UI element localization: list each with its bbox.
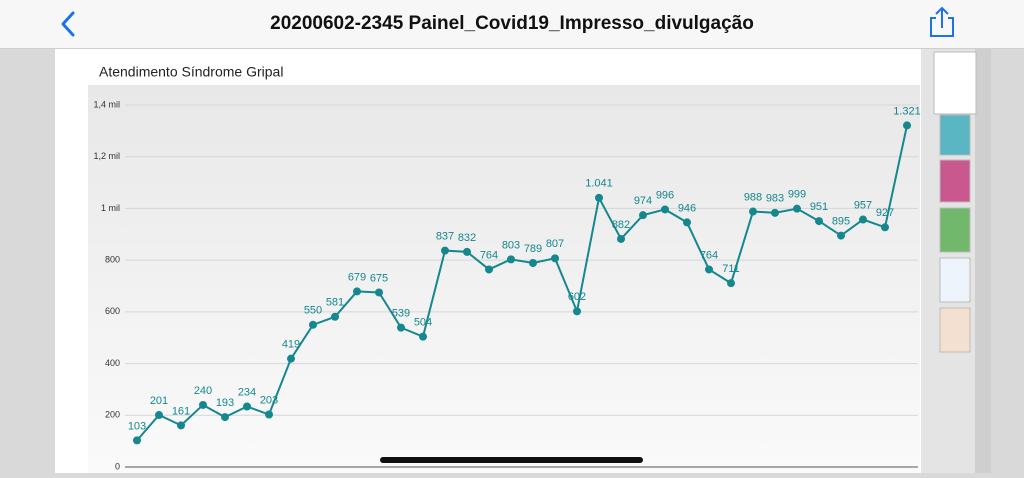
data-point: [683, 218, 691, 227]
data-label: 539: [392, 308, 410, 320]
data-point: [309, 320, 317, 329]
plot-area: [88, 85, 920, 473]
sidebar-scroll: [975, 49, 991, 473]
data-point: [903, 121, 911, 130]
data-label: 946: [678, 202, 696, 214]
data-point: [265, 410, 273, 419]
y-tick-label: 600: [105, 306, 120, 316]
data-label: 882: [612, 219, 630, 231]
data-point: [243, 402, 251, 411]
data-point: [793, 204, 801, 213]
data-label: 581: [326, 297, 344, 309]
data-label: 203: [260, 394, 278, 406]
data-label: 764: [700, 249, 718, 261]
data-point: [441, 246, 449, 255]
data-point: [551, 254, 559, 263]
data-point: [837, 231, 845, 240]
data-label: 803: [502, 239, 520, 251]
data-label: 837: [436, 230, 454, 242]
data-point: [749, 207, 757, 216]
home-indicator: [380, 457, 643, 463]
data-point: [573, 307, 581, 316]
data-label: 807: [546, 238, 564, 250]
data-point: [287, 354, 295, 363]
share-button[interactable]: [930, 6, 954, 37]
back-button[interactable]: [61, 11, 75, 37]
data-label: 927: [876, 207, 894, 219]
data-label: 1.321: [893, 105, 921, 117]
chart: 0 200 400 600 800 1 mil 1,2 mil 1,4 mil 103 201 16…: [93, 99, 920, 471]
data-label: 951: [810, 201, 828, 213]
data-label: 711: [722, 263, 740, 275]
y-tick-label: 400: [105, 358, 120, 368]
data-point: [331, 312, 339, 321]
y-tick-label: 1,4 mil: [93, 99, 120, 109]
y-tick-label: 800: [105, 255, 120, 265]
data-point: [155, 411, 163, 420]
data-label: 602: [568, 291, 586, 303]
top-bar: [0, 0, 1024, 48]
data-point: [221, 413, 229, 422]
data-label: 193: [216, 397, 234, 409]
data-point: [815, 217, 823, 226]
thumbnail[interactable]: [939, 257, 971, 303]
data-label: 240: [194, 385, 212, 397]
data-label: 234: [238, 386, 256, 398]
data-label: 764: [480, 249, 498, 261]
data-point: [133, 436, 141, 445]
data-label: 832: [458, 232, 476, 244]
data-label: 895: [832, 215, 850, 227]
data-point: [595, 193, 603, 202]
data-point: [375, 288, 383, 297]
y-tick-label: 1 mil: [101, 203, 120, 213]
thumbnail[interactable]: [939, 307, 971, 353]
data-label: 988: [744, 191, 762, 203]
thumbnail[interactable]: [939, 207, 971, 253]
data-point: [507, 255, 515, 264]
data-point: [771, 208, 779, 217]
data-point: [397, 323, 405, 332]
data-label: 504: [414, 317, 432, 329]
data-point: [639, 211, 647, 220]
y-tick-label: 1,2 mil: [93, 151, 120, 161]
data-label: 999: [788, 189, 806, 201]
thumbnail[interactable]: [939, 159, 971, 203]
y-tick-label: 200: [105, 410, 120, 420]
thumbnail[interactable]: [933, 51, 977, 115]
document-title: 20200602-2345 Painel_Covid19_Impresso_di…: [270, 13, 754, 34]
data-point: [419, 332, 427, 341]
data-label: 419: [282, 339, 300, 351]
data-label: 1.041: [585, 178, 613, 190]
data-label: 550: [304, 305, 322, 317]
data-point: [463, 247, 471, 256]
data-label: 679: [348, 271, 366, 283]
data-point: [617, 234, 625, 243]
data-point: [727, 279, 735, 288]
data-point: [859, 215, 867, 224]
data-label: 161: [172, 405, 190, 417]
data-label: 996: [656, 189, 674, 201]
data-point: [199, 400, 207, 409]
data-point: [881, 223, 889, 232]
data-label: 957: [854, 199, 872, 211]
data-point: [529, 258, 537, 267]
thumbnail[interactable]: [939, 114, 971, 156]
data-point: [661, 205, 669, 214]
data-point: [485, 265, 493, 274]
data-point: [705, 265, 713, 274]
data-label: 983: [766, 193, 784, 205]
data-point: [177, 421, 185, 430]
chart-title: Atendimento Síndrome Gripal: [99, 64, 283, 80]
data-point: [353, 287, 361, 296]
data-label: 675: [370, 272, 388, 284]
data-label: 201: [150, 395, 168, 407]
data-label: 103: [128, 420, 146, 432]
data-label: 974: [634, 195, 652, 207]
y-tick-label: 0: [115, 461, 120, 471]
data-label: 789: [524, 243, 542, 255]
